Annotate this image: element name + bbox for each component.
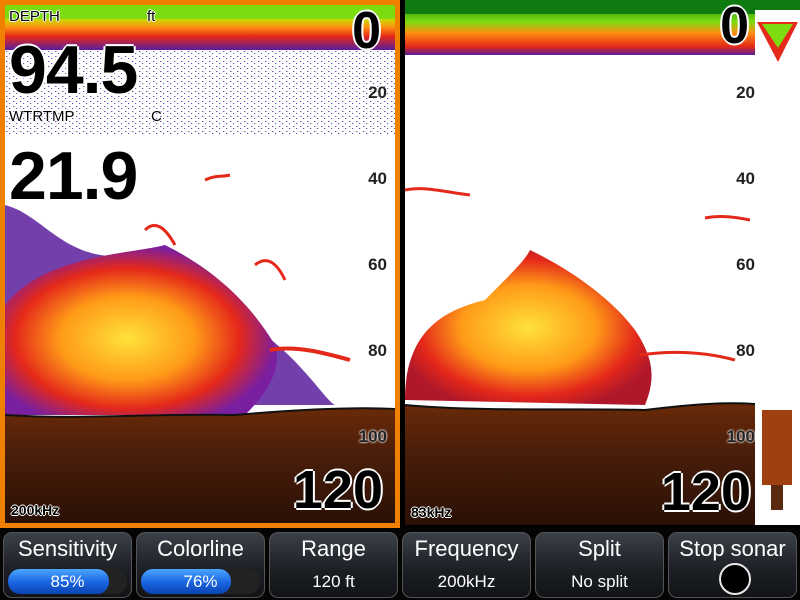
frequency-value: 200kHz <box>437 572 496 591</box>
sensitivity-fill <box>8 569 110 594</box>
depth-scale-right: 0 20 40 60 80 100 120 <box>661 0 755 525</box>
colorline-fill <box>141 569 232 594</box>
scale-tick-label: 100 <box>726 427 755 446</box>
frequency-label: Frequency <box>414 536 519 561</box>
scale-tick-label: 100 <box>358 427 387 446</box>
colorline-button[interactable]: Colorline 76% <box>136 532 265 598</box>
scale-tick-label: 60 <box>368 255 387 274</box>
scale-tick-label: 60 <box>736 255 755 274</box>
sensitivity-label: Sensitivity <box>17 536 118 561</box>
scale-tick-label: 20 <box>368 83 387 102</box>
split-value: No split <box>571 572 628 591</box>
scale-range-label: 120 <box>292 460 383 520</box>
range-button[interactable]: Range 120 ft <box>269 532 398 598</box>
colorline-value: 76% <box>183 572 218 591</box>
scale-top-label: 0 <box>720 0 749 55</box>
scale-top-label: 0 <box>352 2 381 60</box>
frequency-label-left: 200kHz <box>11 502 60 518</box>
sensitivity-button[interactable]: Sensitivity 85% <box>3 532 132 598</box>
scale-tick-label: 40 <box>736 169 755 188</box>
scale-tick-label: 20 <box>736 83 755 102</box>
colorline-label: Colorline <box>157 536 244 561</box>
scale-tick-label: 80 <box>368 341 387 360</box>
range-value: 120 ft <box>312 572 355 591</box>
pane-divider <box>400 0 405 528</box>
sonar-pane-200khz[interactable]: DEPTH ft 94.5 WTRTMP C 21.9 0 20 40 60 8… <box>0 0 400 528</box>
range-label: Range <box>301 536 366 561</box>
stop-circle-icon <box>718 563 751 595</box>
split-label: Split <box>578 536 621 561</box>
frequency-button[interactable]: Frequency 200kHz <box>402 532 531 598</box>
depth-value: 94.5 <box>9 32 138 108</box>
sensitivity-value: 85% <box>50 572 85 591</box>
sensitivity-slider[interactable]: 85% <box>8 569 127 594</box>
sonar-image-left <box>5 5 395 523</box>
stop-sonar-button[interactable]: Stop sonar <box>668 532 797 598</box>
sonar-image-right <box>405 0 800 525</box>
scale-range-label: 120 <box>660 462 751 522</box>
split-button[interactable]: Split No split <box>535 532 664 598</box>
stop-sonar-label: Stop sonar <box>679 536 786 561</box>
frequency-label-right: 83kHz <box>411 504 452 520</box>
scale-tick-label: 80 <box>736 341 755 360</box>
scale-tick-label: 40 <box>368 169 387 188</box>
sonar-pane-83khz[interactable]: 0 20 40 60 80 100 120 83kHz <box>405 0 800 525</box>
depth-label: DEPTH <box>9 8 60 25</box>
water-temp-value: 21.9 <box>9 138 138 214</box>
depth-unit: ft <box>147 8 156 25</box>
water-temp-unit: C <box>151 108 162 125</box>
water-temp-label: WTRTMP <box>9 108 75 125</box>
depth-scale-left: 0 20 40 60 80 100 120 <box>293 5 387 523</box>
sonar-toolbar: Sensitivity 85% Colorline 76% Range 120 … <box>0 528 800 600</box>
colorline-slider[interactable]: 76% <box>141 569 260 594</box>
